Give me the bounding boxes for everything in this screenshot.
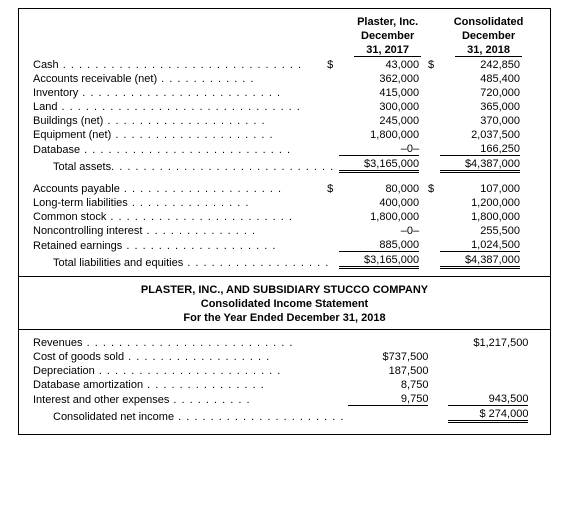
row-label: Buildings (net) . . . . . . . . . . . . …	[31, 114, 336, 128]
net-income-label: Consolidated net income . . . . . . . . …	[33, 411, 344, 423]
row-value-2	[446, 378, 546, 392]
row-value-1: 362,000	[336, 72, 437, 86]
row-label: Noncontrolling interest . . . . . . . . …	[31, 224, 336, 238]
row-label: Inventory . . . . . . . . . . . . . . . …	[31, 86, 336, 100]
total-assets-v1: $3,165,000	[339, 158, 419, 173]
row-label: Database . . . . . . . . . . . . . . . .…	[31, 142, 336, 157]
row-label: Cash . . . . . . . . . . . . . . . . . .…	[31, 58, 336, 72]
balance-sheet-table: Plaster, Inc. Consolidated December Dece…	[31, 15, 538, 270]
row-value-1: 300,000	[336, 100, 437, 114]
row-value-2: 943,500	[446, 392, 546, 407]
row-value-2: 370,000	[437, 114, 538, 128]
row-label: Database amortization . . . . . . . . . …	[31, 378, 346, 392]
section-divider	[19, 276, 550, 277]
row-label: Common stock . . . . . . . . . . . . . .…	[31, 210, 336, 224]
row-value-1: $737,500	[346, 350, 446, 364]
row-label: Land . . . . . . . . . . . . . . . . . .…	[31, 100, 336, 114]
net-income-v2: $ 274,000	[448, 408, 528, 423]
header-col2-l1: Consolidated	[454, 16, 524, 28]
header-col1-l3: 31, 2017	[366, 44, 409, 56]
row-label: Equipment (net) . . . . . . . . . . . . …	[31, 128, 336, 142]
row-value-2: $1,217,500	[446, 336, 546, 350]
row-value-1: –0–	[336, 142, 437, 157]
row-value-1: –0–	[336, 224, 437, 238]
row-label: Revenues . . . . . . . . . . . . . . . .…	[31, 336, 346, 350]
row-value-1: 885,000	[336, 238, 437, 253]
row-label: Accounts payable . . . . . . . . . . . .…	[31, 182, 336, 196]
total-liab-v2: $4,387,000	[440, 254, 520, 269]
row-value-1: 415,000	[336, 86, 437, 100]
row-label: Interest and other expenses . . . . . . …	[31, 392, 346, 407]
row-value-2: $107,000	[437, 182, 538, 196]
title-line2: Consolidated Income Statement	[31, 297, 538, 311]
row-value-1: 400,000	[336, 196, 437, 210]
row-value-2: 255,500	[437, 224, 538, 238]
total-liab-v1: $3,165,000	[339, 254, 419, 269]
total-assets-label: Total assets. . . . . . . . . . . . . . …	[33, 161, 334, 173]
row-value-2: 1,024,500	[437, 238, 538, 253]
row-value-2: 485,400	[437, 72, 538, 86]
row-label: Depreciation . . . . . . . . . . . . . .…	[31, 364, 346, 378]
header-col1-l1: Plaster, Inc.	[357, 16, 418, 28]
row-value-1: 245,000	[336, 114, 437, 128]
row-value-1: 8,750	[346, 378, 446, 392]
row-value-2	[446, 350, 546, 364]
row-value-1: $43,000	[336, 58, 437, 72]
row-value-2: 720,000	[437, 86, 538, 100]
row-value-2: 2,037,500	[437, 128, 538, 142]
title-line3: For the Year Ended December 31, 2018	[31, 311, 538, 325]
row-value-2: 1,200,000	[437, 196, 538, 210]
row-value-2: 365,000	[437, 100, 538, 114]
row-value-1: 9,750	[346, 392, 446, 407]
row-label: Cost of goods sold . . . . . . . . . . .…	[31, 350, 346, 364]
row-value-2: 1,800,000	[437, 210, 538, 224]
row-value-2	[446, 364, 546, 378]
financial-statements-container: Plaster, Inc. Consolidated December Dece…	[18, 8, 551, 435]
row-value-2: $242,850	[437, 58, 538, 72]
income-statement-title: PLASTER, INC., AND SUBSIDIARY STUCCO COM…	[19, 283, 550, 330]
row-value-2: 166,250	[437, 142, 538, 157]
row-value-1: 1,800,000	[336, 128, 437, 142]
row-value-1: 1,800,000	[336, 210, 437, 224]
row-label: Accounts receivable (net) . . . . . . . …	[31, 72, 336, 86]
total-liab-label: Total liabilities and equities . . . . .…	[33, 257, 329, 269]
row-label: Long-term liabilities . . . . . . . . . …	[31, 196, 336, 210]
row-value-1	[346, 336, 446, 350]
row-value-1: 187,500	[346, 364, 446, 378]
header-col1-l2: December	[361, 30, 414, 42]
total-assets-v2: $4,387,000	[440, 158, 520, 173]
row-value-1: $80,000	[336, 182, 437, 196]
header-col2-l3: 31, 2018	[467, 44, 510, 56]
income-statement-table: Revenues . . . . . . . . . . . . . . . .…	[31, 336, 546, 424]
header-col2-l2: December	[462, 30, 515, 42]
title-line1: PLASTER, INC., AND SUBSIDIARY STUCCO COM…	[31, 283, 538, 297]
row-label: Retained earnings . . . . . . . . . . . …	[31, 238, 336, 253]
